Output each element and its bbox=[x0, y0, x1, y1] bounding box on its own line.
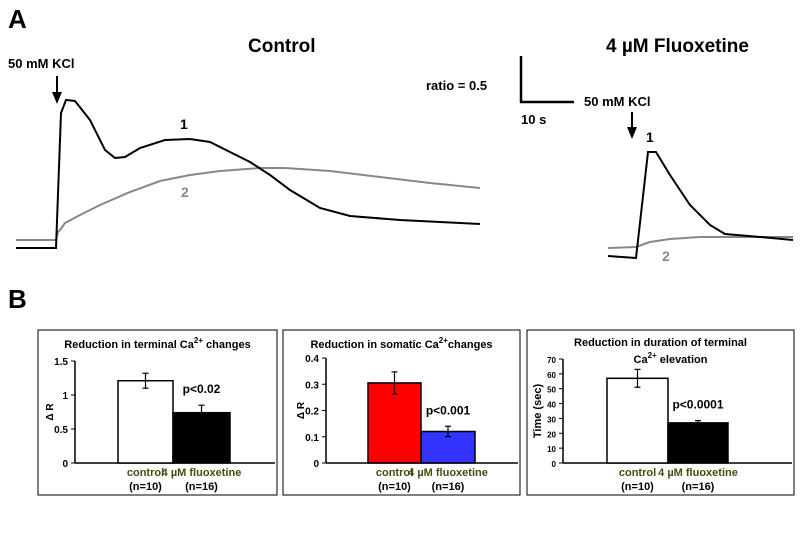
bar-fluoxetine bbox=[172, 411, 231, 464]
bar-fluoxetine bbox=[667, 422, 729, 464]
y-tick-label: 1.5 bbox=[54, 357, 68, 368]
y-tick-label: 60 bbox=[547, 371, 556, 380]
bar-control bbox=[367, 382, 422, 464]
category-label: control bbox=[127, 467, 164, 479]
n-label: (n=10) bbox=[129, 481, 162, 493]
y-axis-label: Δ R bbox=[45, 403, 56, 421]
bar-control bbox=[117, 379, 174, 464]
panel-a-letter: A bbox=[8, 4, 27, 34]
control-trace-1-label: 1 bbox=[180, 116, 188, 132]
y-tick-label: 40 bbox=[547, 401, 556, 410]
fluoxetine-trace-1-label: 1 bbox=[646, 129, 654, 145]
n-label: (n=16) bbox=[185, 481, 218, 493]
p-value-annotation: p<0.02 bbox=[183, 382, 221, 396]
n-label: (n=16) bbox=[682, 481, 715, 493]
control-trace-2 bbox=[16, 167, 481, 241]
p-value-annotation: p<0.001 bbox=[426, 403, 471, 417]
y-tick-label: 0.4 bbox=[305, 354, 319, 365]
chart-title-line2: Ca2+ elevation bbox=[634, 351, 708, 366]
control-title: Control bbox=[248, 36, 316, 57]
scale-time-label: 10 s bbox=[521, 112, 546, 127]
bar-control bbox=[606, 377, 669, 464]
n-label: (n=10) bbox=[378, 481, 411, 493]
control-trace-2-label: 2 bbox=[181, 184, 189, 200]
bar-chart-1: Reduction in terminal Ca2+ changes 0 0.5 1 1… bbox=[37, 329, 278, 496]
y-tick-label: 70 bbox=[547, 356, 556, 365]
error-bar bbox=[391, 371, 398, 395]
y-tick-label: 0.1 bbox=[305, 433, 319, 444]
control-stimulus-label: 50 mM KCl bbox=[8, 56, 74, 71]
p-value-annotation: p<0.0001 bbox=[672, 398, 723, 412]
category-label: control bbox=[619, 467, 656, 479]
control-stimulus-arrow-icon bbox=[52, 76, 62, 104]
y-tick-label: 50 bbox=[547, 386, 556, 395]
panel-b-letter: B bbox=[8, 284, 27, 314]
y-tick-label: 1 bbox=[62, 391, 68, 402]
bar-chart-2: Reduction in somatic Ca2+changes 0 0.1 0.2 0… bbox=[282, 329, 521, 496]
category-label: 4 µM fluoxetine bbox=[162, 467, 242, 479]
category-label: control bbox=[376, 467, 413, 479]
y-tick-label: 0 bbox=[313, 459, 319, 470]
error-bar bbox=[198, 404, 205, 421]
fluoxetine-stimulus-arrow-icon bbox=[627, 112, 637, 139]
y-tick-label: 0.5 bbox=[54, 425, 68, 436]
fluoxetine-stimulus-label: 50 mM KCl bbox=[584, 94, 650, 109]
fluoxetine-trace-1 bbox=[607, 151, 794, 260]
category-label: 4 µM fluoxetine bbox=[658, 467, 738, 479]
error-bar bbox=[142, 372, 149, 389]
y-tick-label: 10 bbox=[547, 445, 556, 454]
error-bar bbox=[445, 425, 451, 438]
fluoxetine-trace-2-label: 2 bbox=[662, 248, 670, 264]
y-axis-label: Δ R bbox=[296, 401, 307, 419]
chart-title: Reduction in duration of terminal bbox=[574, 337, 747, 349]
chart-title: Reduction in terminal Ca2+ changes bbox=[64, 336, 250, 351]
fluoxetine-title: 4 µM Fluoxetine bbox=[606, 36, 749, 57]
y-tick-label: 0.3 bbox=[305, 380, 319, 391]
chart-title: Reduction in somatic Ca2+changes bbox=[310, 336, 492, 351]
scale-ratio-label: ratio = 0.5 bbox=[426, 78, 487, 93]
n-label: (n=16) bbox=[432, 481, 465, 493]
error-bar bbox=[634, 368, 641, 388]
y-tick-label: 0.2 bbox=[305, 407, 319, 418]
y-tick-label: 0 bbox=[62, 459, 68, 470]
y-tick-label: 20 bbox=[547, 430, 556, 439]
y-axis-label: Time (sec) bbox=[532, 384, 544, 439]
category-label: 4 µM fluoxetine bbox=[408, 467, 488, 479]
error-bar bbox=[695, 420, 701, 426]
y-tick-label: 0 bbox=[552, 460, 557, 469]
y-tick-label: 30 bbox=[547, 415, 556, 424]
fluoxetine-trace-2 bbox=[607, 236, 793, 249]
n-label: (n=10) bbox=[621, 481, 654, 493]
bar-chart-3: Reduction in duration of terminal Ca2+ el… bbox=[526, 329, 795, 496]
control-trace-1 bbox=[16, 98, 481, 249]
scale-bar bbox=[519, 56, 574, 104]
